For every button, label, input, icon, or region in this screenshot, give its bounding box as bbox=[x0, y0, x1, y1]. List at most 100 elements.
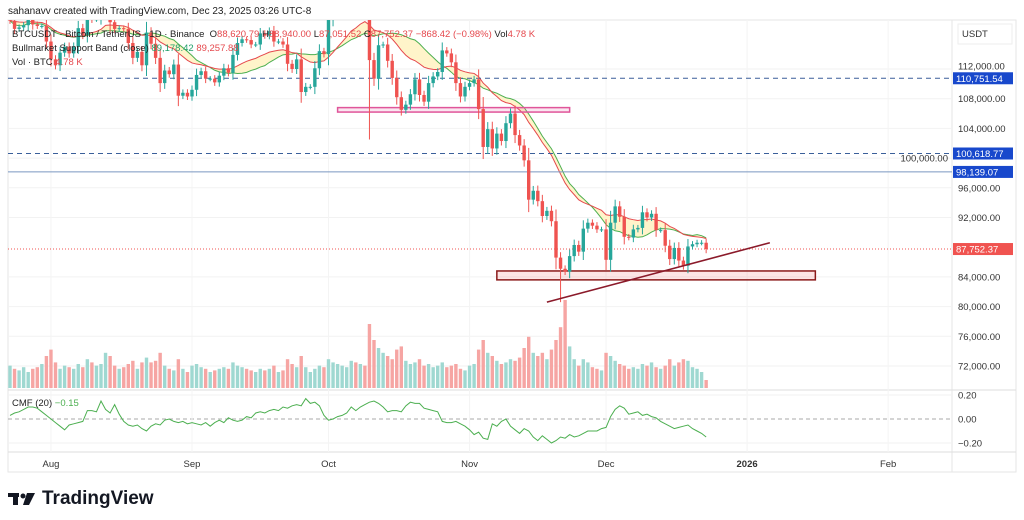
price-tick: 72,000.00 bbox=[958, 362, 1000, 373]
volume-bar bbox=[563, 300, 567, 388]
volume-bar bbox=[367, 324, 372, 388]
candle-body bbox=[668, 245, 672, 260]
volume-bar bbox=[31, 368, 35, 388]
volume-bar bbox=[577, 365, 581, 388]
candle-body bbox=[408, 94, 413, 105]
candle-body bbox=[677, 247, 681, 261]
volume-value: 4.78 K bbox=[55, 57, 83, 68]
support-zone[interactable] bbox=[496, 270, 817, 281]
candle-body bbox=[272, 31, 276, 42]
candle-body bbox=[636, 227, 640, 230]
open-label: O bbox=[209, 29, 218, 40]
volume-bar bbox=[290, 364, 294, 388]
candle-body bbox=[513, 113, 517, 136]
volume-bar bbox=[358, 364, 363, 388]
volume-bar bbox=[376, 348, 381, 388]
volume-bar bbox=[636, 368, 640, 388]
cmf-line bbox=[9, 397, 707, 444]
volume-bar bbox=[267, 368, 272, 388]
volume-bar bbox=[235, 365, 240, 388]
volume-bar bbox=[231, 362, 235, 388]
candle-body bbox=[31, 20, 35, 25]
candle-body bbox=[90, 15, 93, 19]
cmf-legend[interactable]: CMF (20) −0.15 bbox=[12, 398, 79, 409]
volume-bar bbox=[554, 340, 558, 388]
candle-body bbox=[163, 70, 167, 84]
volume-bar bbox=[481, 340, 485, 388]
volume-bar bbox=[317, 365, 322, 388]
volume-bar bbox=[545, 359, 549, 388]
volume-bar bbox=[467, 365, 472, 388]
candle-body bbox=[472, 79, 476, 84]
price-level-label: 100,618.77 bbox=[956, 149, 1004, 160]
candle-body bbox=[481, 109, 485, 147]
candle-body bbox=[226, 68, 231, 73]
candle-body bbox=[140, 51, 144, 66]
candle-body bbox=[76, 28, 80, 47]
price-level-badge bbox=[953, 147, 1013, 160]
support-zone[interactable] bbox=[336, 106, 571, 113]
currency-button[interactable] bbox=[957, 23, 1013, 45]
candle-body bbox=[49, 41, 53, 60]
candle-body bbox=[449, 53, 454, 63]
vol-value: 4.78 K bbox=[507, 29, 536, 40]
candle-body bbox=[281, 41, 285, 45]
price-chart[interactable]: USDT 112,000.00 108,000.00 104,000.00 100,00… bbox=[0, 0, 1024, 480]
candle-body bbox=[654, 213, 658, 231]
volume-bar bbox=[176, 359, 181, 388]
volume-bar bbox=[540, 352, 545, 388]
candle-body bbox=[631, 229, 636, 238]
volume-bar bbox=[595, 368, 599, 388]
symbol-legend[interactable]: BTCUSDT · Bitcoin / TetherUS · 1D · Bina… bbox=[12, 28, 535, 42]
volume-bar bbox=[349, 360, 353, 388]
price-tick: 112,000.00 bbox=[958, 62, 1005, 73]
volume-bar bbox=[331, 362, 335, 388]
volume-legend[interactable]: Vol · BTC 4.78 K bbox=[12, 56, 535, 70]
cmf-tick: 0.20 bbox=[958, 391, 977, 402]
volume-bar bbox=[322, 367, 326, 388]
ema-line bbox=[9, 20, 707, 239]
candle-body bbox=[413, 79, 417, 95]
candle-body bbox=[313, 68, 317, 87]
high-label: H bbox=[261, 29, 269, 40]
band-legend[interactable]: Bullmarket Support Band (close) 89,178.4… bbox=[12, 42, 535, 56]
candle-body bbox=[440, 50, 444, 72]
candle-body bbox=[699, 242, 704, 244]
volume-bar bbox=[149, 362, 153, 388]
volume-bar bbox=[58, 368, 62, 388]
candle-body bbox=[203, 71, 208, 79]
candle-body bbox=[58, 52, 62, 66]
trendline[interactable] bbox=[546, 241, 771, 303]
candle-body bbox=[222, 68, 226, 76]
volume-bar bbox=[276, 372, 281, 388]
candle-body bbox=[199, 71, 203, 75]
candle-body bbox=[390, 60, 394, 78]
logo-text: TradingView bbox=[42, 488, 154, 509]
volume-bar bbox=[226, 368, 231, 388]
candle-body bbox=[367, 20, 372, 61]
price-tick: 80,000.00 bbox=[958, 302, 1000, 313]
candle-body bbox=[8, 20, 12, 21]
candle-body bbox=[467, 83, 472, 87]
volume-bar bbox=[631, 367, 636, 388]
candle-body bbox=[454, 62, 458, 84]
candle-body bbox=[417, 79, 422, 95]
open-value: 88,620.79 bbox=[217, 29, 260, 40]
cmf-tick: −0.20 bbox=[958, 439, 982, 450]
volume-bar bbox=[672, 365, 676, 388]
time-tick: Sep bbox=[184, 459, 201, 470]
candle-body bbox=[690, 244, 695, 247]
candle-body bbox=[672, 247, 676, 260]
candle-body bbox=[554, 221, 558, 258]
candle-body bbox=[67, 46, 71, 54]
price-tick: 104,000.00 bbox=[958, 124, 1006, 135]
price-level-label: 98,139.07 bbox=[956, 167, 998, 178]
volume-bar bbox=[213, 370, 217, 388]
volume-bar bbox=[199, 367, 203, 388]
chart-legend: BTCUSDT · Bitcoin / TetherUS · 1D · Bina… bbox=[12, 28, 535, 70]
volume-bar bbox=[172, 370, 176, 388]
volume-bar bbox=[217, 368, 221, 388]
candle-body bbox=[649, 213, 654, 218]
volume-bar bbox=[454, 364, 458, 388]
candle-body bbox=[12, 20, 17, 29]
